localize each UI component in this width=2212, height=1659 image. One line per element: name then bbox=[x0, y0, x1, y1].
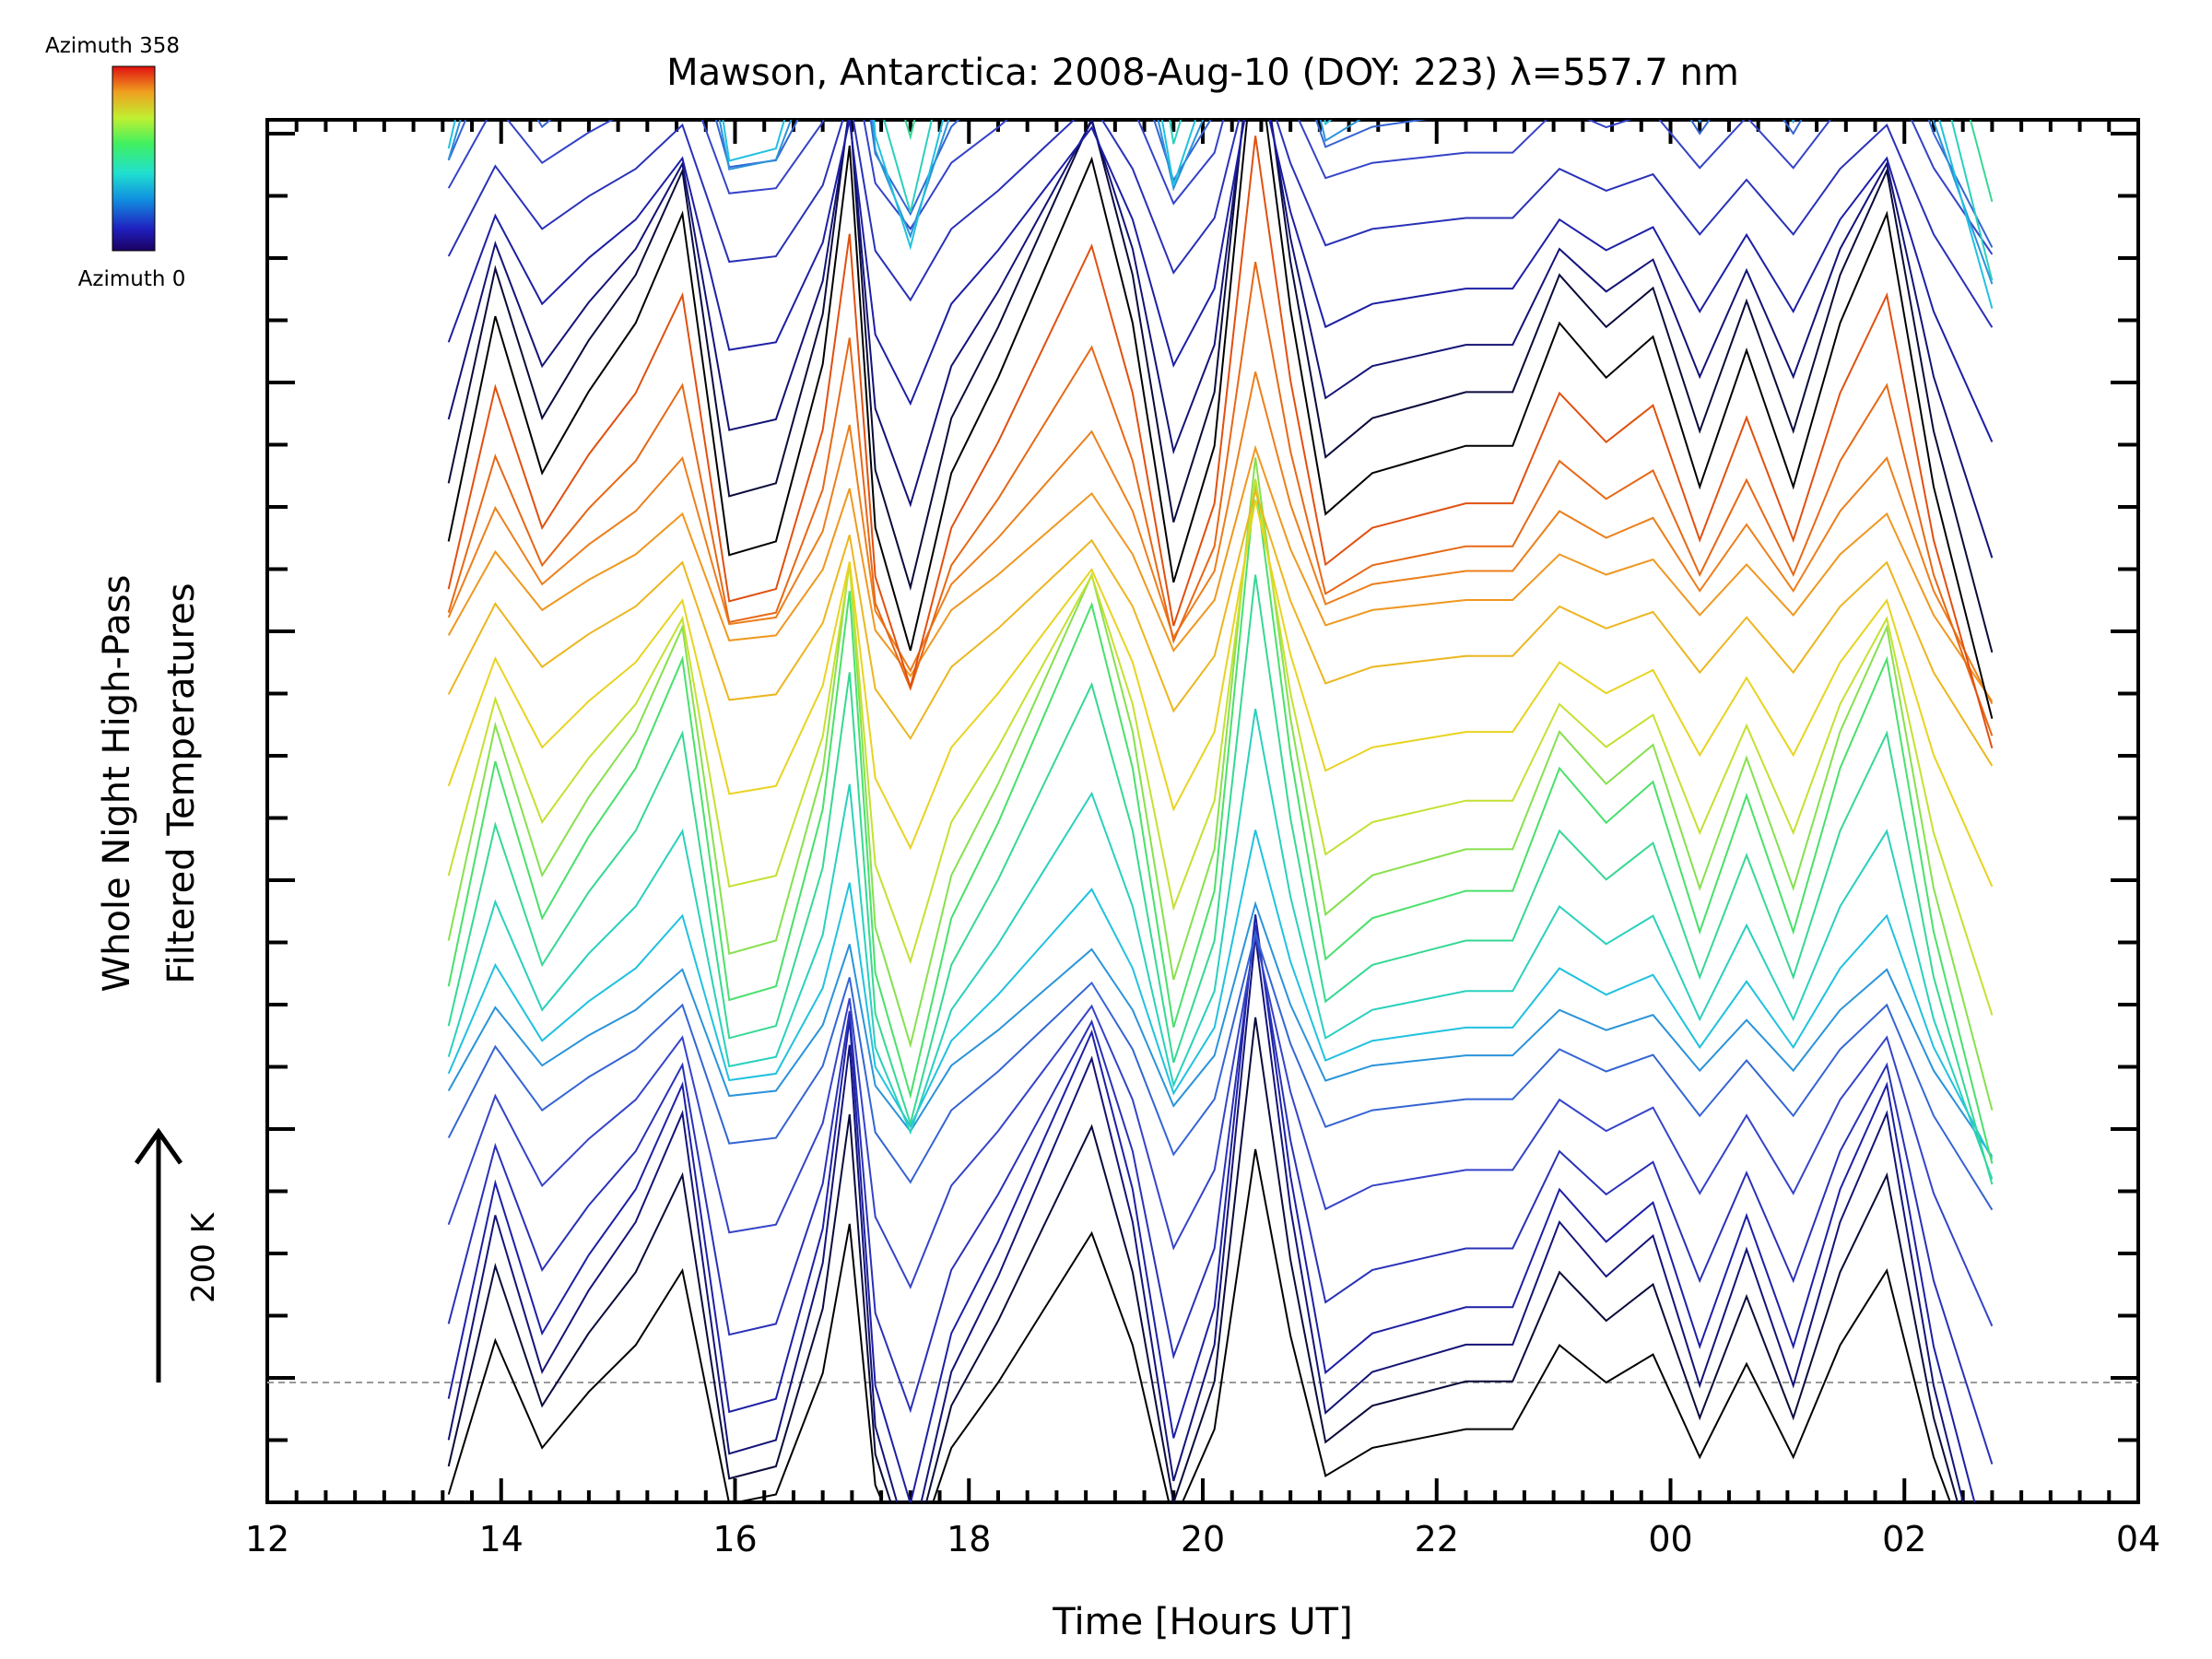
series-line-20 bbox=[447, 120, 1994, 720]
series-line-26 bbox=[447, 120, 1994, 248]
series-line-1 bbox=[447, 1017, 1959, 1502]
scale-arrow bbox=[134, 1127, 183, 1382]
series-line-27 bbox=[447, 120, 1994, 285]
series-line-24 bbox=[447, 120, 1994, 328]
series-group bbox=[447, 120, 1994, 1502]
colorbar-top-label: Azimuth 358 bbox=[45, 34, 180, 58]
x-tick-label: 12 bbox=[245, 1519, 289, 1559]
series-line-11 bbox=[447, 481, 1994, 1164]
series-line-30 bbox=[904, 120, 1994, 203]
series-line-9 bbox=[447, 709, 1994, 1180]
scale-bar-label: 200 K bbox=[185, 1211, 222, 1303]
x-tick-label: 18 bbox=[947, 1519, 991, 1559]
series-line-3 bbox=[447, 914, 1976, 1502]
series-line-7 bbox=[447, 900, 1994, 1158]
series-line-2 bbox=[447, 935, 1964, 1502]
x-axis-label: Time [Hours UT] bbox=[1052, 1601, 1352, 1643]
series-line-25 bbox=[447, 120, 1994, 255]
series-line-21 bbox=[447, 120, 1994, 653]
series-line-29 bbox=[883, 120, 1994, 281]
x-tick-label: 16 bbox=[712, 1519, 757, 1559]
chart-title: Mawson, Antarctica: 2008-Aug-10 (DOY: 22… bbox=[666, 52, 1739, 94]
series-line-23 bbox=[447, 120, 1994, 442]
series-line-18 bbox=[447, 262, 1994, 736]
x-tick-label: 22 bbox=[1415, 1519, 1459, 1559]
x-tick-label: 20 bbox=[1181, 1519, 1225, 1559]
series-line-17 bbox=[447, 371, 1994, 705]
y-axis-label-line2: Filtered Temperatures bbox=[160, 582, 203, 983]
series-line-6 bbox=[447, 929, 1994, 1211]
series-line-15 bbox=[447, 487, 1994, 767]
colorbar: Azimuth 358 Azimuth 0 bbox=[45, 34, 185, 291]
series-line-22 bbox=[447, 120, 1994, 559]
series-line-13 bbox=[447, 478, 1994, 1016]
x-tick-label: 02 bbox=[1882, 1519, 1926, 1559]
series-line-10 bbox=[447, 574, 1994, 1185]
colorbar-bottom-label: Azimuth 0 bbox=[78, 267, 186, 291]
y-axis-ticks bbox=[267, 132, 2138, 1442]
series-line-19 bbox=[447, 135, 1994, 749]
plot-frame bbox=[265, 118, 2140, 1504]
series-line-14 bbox=[447, 500, 1994, 888]
x-tick-label: 04 bbox=[2116, 1519, 2160, 1559]
series-line-28 bbox=[447, 120, 1994, 309]
series-line-8 bbox=[447, 830, 1994, 1160]
x-tick-label: 14 bbox=[479, 1519, 524, 1559]
x-tick-label: 00 bbox=[1648, 1519, 1692, 1559]
series-line-12 bbox=[447, 457, 1994, 1111]
series-line-4 bbox=[447, 924, 1994, 1465]
series-line-5 bbox=[447, 935, 1994, 1327]
series-line-16 bbox=[447, 444, 1994, 702]
series-line-0 bbox=[447, 1148, 1952, 1502]
x-axis: 12 14 16 18 20 22 00 02 04 bbox=[245, 120, 2160, 1559]
y-axis-label-line1: Whole Night High-Pass bbox=[96, 575, 138, 993]
colorbar-gradient bbox=[112, 65, 156, 252]
